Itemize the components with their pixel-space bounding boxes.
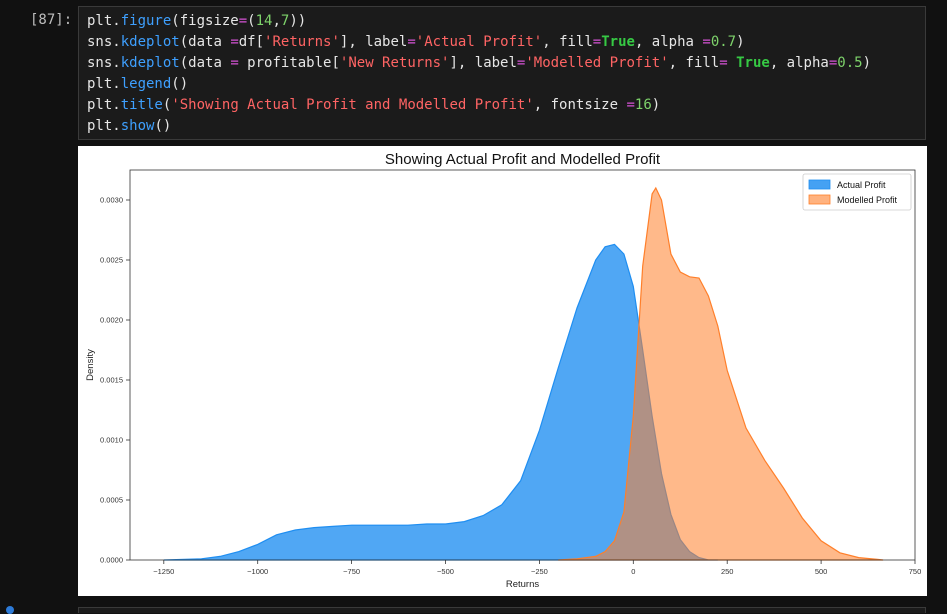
code-token: = [407,34,416,50]
code-token: , alpha [634,34,703,50]
code-token: = [719,55,728,71]
code-token: profitable[ [238,55,340,71]
code-line-1: plt.figure(figsize=(14,7)) [87,13,306,29]
code-token: ) [651,97,661,113]
code-token: plt. [87,13,121,29]
code-token: ], label [339,34,408,50]
next-cell[interactable] [78,607,926,613]
code-line-5: plt.title('Showing Actual Profit and Mod… [87,97,660,113]
code-token: 'Actual Profit' [415,34,543,50]
code-token: plt. [87,97,121,113]
y-tick-label: 0.0010 [100,436,123,445]
code-token: True [601,34,635,50]
code-token: sns. [87,55,121,71]
code-token: )) [289,13,307,29]
chart-title: Showing Actual Profit and Modelled Profi… [385,151,661,168]
code-token: , alpha [769,55,829,71]
y-tick-label: 0.0030 [100,196,123,205]
code-token: () [154,118,172,134]
code-token: figure [120,13,172,29]
y-axis-label: Density [85,349,96,381]
x-axis-label: Returns [506,579,540,590]
code-token: , fill [668,55,720,71]
code-token: = [238,13,248,29]
code-token: True [736,55,770,71]
code-token: 'New Returns' [339,55,450,71]
code-line-2: sns.kdeplot(data =df['Returns'], label='… [87,34,745,50]
x-tick-label: 0 [631,567,635,576]
code-token: = [828,55,838,71]
code-line-3: sns.kdeplot(data = profitable['New Retur… [87,55,871,71]
x-tick-label: −1250 [153,567,174,576]
x-tick-label: 250 [721,567,734,576]
code-token: sns. [87,34,121,50]
legend-label: Actual Profit [837,180,886,190]
x-tick-label: −500 [437,567,454,576]
code-token: = [230,55,239,71]
code-token: kdeplot [120,34,180,50]
code-line-4: plt.legend() [87,76,188,92]
x-tick-label: 500 [815,567,828,576]
code-token: 'Returns' [264,34,340,50]
code-token: legend [120,76,172,92]
cell-indicator-icon [6,606,14,614]
code-token: = [702,34,711,50]
code-token: (data [179,55,231,71]
code-token: title [120,97,163,113]
x-tick-label: −1000 [247,567,268,576]
code-token: = [626,97,635,113]
code-token: 7 [280,13,290,29]
y-tick-label: 0.0020 [100,316,123,325]
x-tick-label: 750 [909,567,922,576]
code-token: = [516,55,526,71]
code-token: ], label [449,55,517,71]
code-token: 0.5 [837,55,863,71]
code-token: ( [162,97,172,113]
code-token: ) [862,55,872,71]
plot-frame [129,169,916,561]
x-tick-label: −750 [343,567,360,576]
series-area-modelled-profit [558,186,884,561]
code-token: (figsize [171,13,239,29]
code-token: = [230,34,239,50]
code-token: kdeplot [120,55,180,71]
code-token [728,55,736,71]
y-tick-label: 0.0005 [100,496,123,505]
code-token: 0.7 [710,34,737,50]
code-token: (data [179,34,231,50]
code-token: ( [247,13,256,29]
x-tick-label: −250 [531,567,548,576]
code-line-6: plt.show() [87,118,171,134]
legend-label: Modelled Profit [837,195,898,205]
code-token: = [592,34,602,50]
code-token: () [171,76,189,92]
code-token: 14 [255,13,273,29]
output-area: Showing Actual Profit and Modelled Profi… [78,146,927,596]
code-token: , fill [542,34,593,50]
code-token: , [272,13,281,29]
code-token: df[ [238,34,265,50]
code-token: , fontsize [533,97,627,113]
code-token: ) [736,34,745,50]
kde-chart: Showing Actual Profit and Modelled Profi… [85,151,922,590]
code-token: 'Modelled Profit' [525,55,669,71]
code-token: 16 [634,97,652,113]
y-tick-label: 0.0025 [100,256,123,265]
code-token: show [120,118,155,134]
code-token: plt. [87,76,121,92]
legend-swatch-actual-profit [808,179,831,190]
cell-prompt: [87]: [30,12,73,28]
code-token: plt. [87,118,121,134]
code-token: 'Showing Actual Profit and Modelled Prof… [171,97,534,113]
y-tick-label: 0.0000 [100,556,123,565]
y-tick-label: 0.0015 [100,376,123,385]
code-cell[interactable]: plt.figure(figsize=(14,7)) sns.kdeplot(d… [78,6,926,140]
legend-swatch-modelled-profit [808,194,831,205]
